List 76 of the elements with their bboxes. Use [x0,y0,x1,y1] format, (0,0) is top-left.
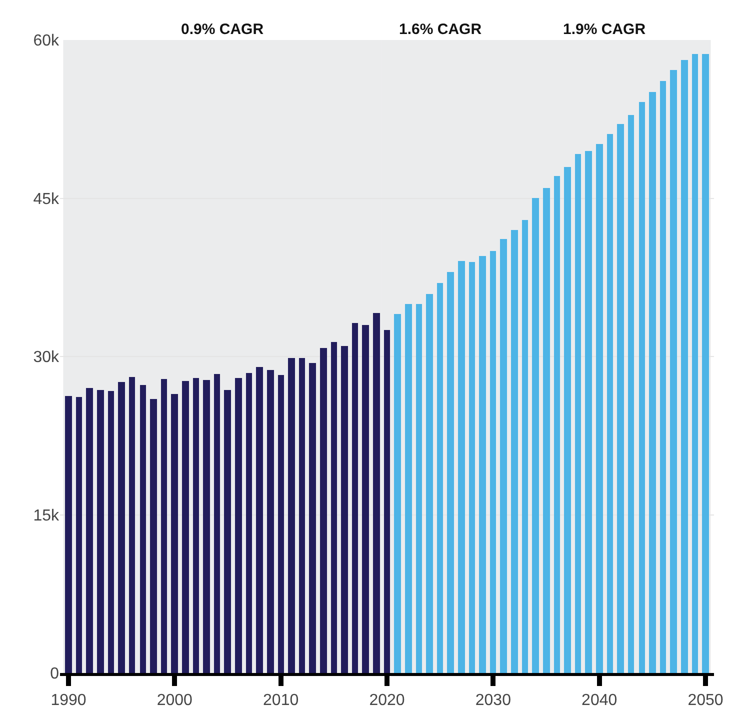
bar [405,304,412,673]
bar [161,379,167,673]
bar [203,380,210,673]
bar [532,198,539,673]
x-tick-label: 2000 [156,692,193,710]
band-label: 1.9% CAGR [563,21,646,38]
x-tick-label: 2020 [369,692,405,710]
bar [331,342,337,673]
bar [384,330,390,673]
bar [193,378,199,673]
bar [607,134,613,673]
bar [352,323,358,673]
bar [182,381,189,673]
bar [522,220,528,673]
bar [278,375,284,673]
bar [447,272,454,673]
bar [500,239,507,673]
bar [639,102,645,673]
bar [320,348,327,673]
bar [416,304,422,673]
band-label: 1.6% CAGR [399,21,482,38]
bar [235,378,242,673]
y-tick-label: 15k [33,507,60,524]
bar [373,313,380,673]
bar [299,358,305,673]
bar [628,115,634,673]
bar [702,54,709,673]
x-tick-label: 1990 [50,692,86,710]
bar [150,399,157,673]
bar [585,151,592,673]
bar [479,256,486,673]
bar [309,363,316,673]
bar [97,390,104,673]
bar [490,251,496,673]
bar [76,397,82,673]
bar [426,294,433,673]
x-tick-label: 2040 [582,692,618,710]
bar [140,385,146,673]
bar [118,382,125,673]
bar [108,391,114,673]
bar [288,358,295,673]
bar [256,367,263,673]
bar [224,390,231,673]
bar [692,54,698,673]
y-tick-label: 45k [33,190,60,208]
bar [65,396,72,673]
bar [660,81,666,673]
bar [86,388,93,673]
x-tick-label: 2010 [263,692,299,710]
bar [394,314,401,673]
x-tick-label: 2030 [475,692,512,710]
bar [437,283,443,673]
y-tick-label: 0 [50,666,60,683]
bar [246,373,252,673]
bar [596,144,603,673]
bar [564,167,571,673]
bar [362,325,369,673]
bar [649,92,656,673]
bar [458,261,465,673]
bar [670,70,677,673]
bar [681,60,688,673]
y-tick-label: 60k [33,32,60,50]
bar [617,124,624,673]
bar [575,154,581,673]
bar [214,374,220,673]
bar [267,370,274,673]
bar [129,377,135,673]
bar [171,394,178,673]
bar [543,188,550,673]
y-tick-label: 30k [33,349,60,366]
bar [469,262,475,673]
bar [511,230,518,673]
bar [341,346,348,673]
bar [554,176,560,673]
band-label: 0.9% CAGR [181,21,264,38]
x-tick-label: 2050 [688,692,724,710]
